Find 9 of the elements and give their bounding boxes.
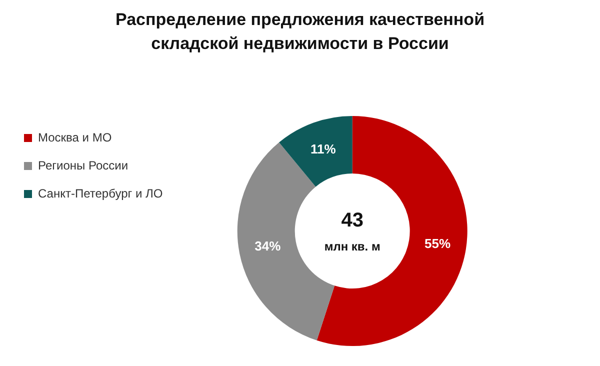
legend-label: Москва и МО <box>38 130 112 144</box>
data-label: 34% <box>254 238 282 254</box>
legend-label: Санкт-Петербург и ЛО <box>38 186 163 200</box>
legend-label: Регионы России <box>38 158 128 172</box>
data-label: 11% <box>310 141 336 156</box>
chart-title: Распределение предложения качественной складской недвижимости в России <box>114 9 486 55</box>
text: млн кв. м <box>324 239 380 254</box>
data-label: 55% <box>424 236 451 252</box>
text: 43 <box>341 210 364 232</box>
